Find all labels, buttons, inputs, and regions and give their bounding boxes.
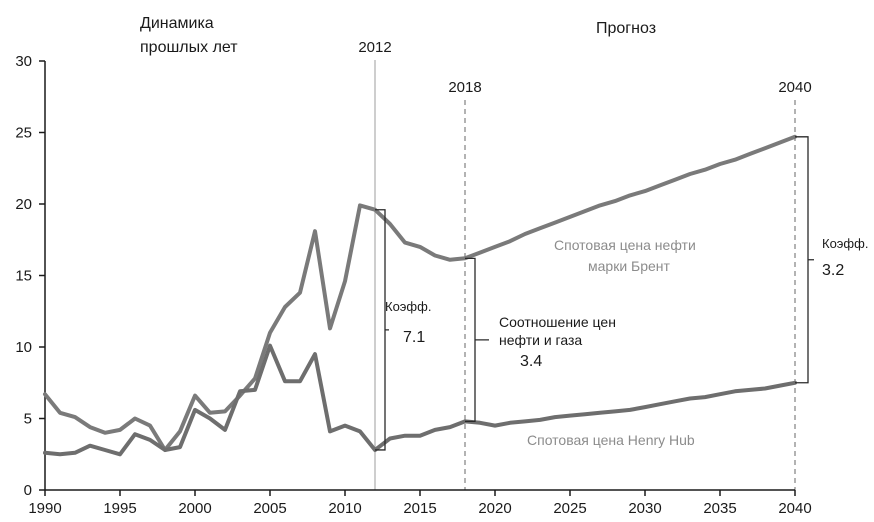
y-tick-label: 25 [15, 125, 32, 142]
x-tick-label: 1990 [28, 500, 61, 517]
x-tick-label: 2000 [178, 500, 211, 517]
y-axis-ticks: 0 5 10 15 20 25 30 [15, 53, 45, 499]
henry-series-label: Спотовая цена Henry Hub [527, 432, 695, 448]
x-tick-label: 2015 [403, 500, 436, 517]
x-tick-label: 2035 [703, 500, 736, 517]
y-tick-label: 15 [15, 268, 32, 285]
x-tick-label: 2025 [553, 500, 586, 517]
marker-label-2018: 2018 [448, 79, 481, 96]
ratio-2040-label: Коэфф. [822, 236, 868, 251]
marker-label-2040: 2040 [778, 79, 811, 96]
x-tick-label: 1995 [103, 500, 136, 517]
y-tick-label: 20 [15, 196, 32, 213]
y-tick-label: 5 [24, 411, 32, 428]
ratio-2018-value: 3.4 [520, 353, 542, 370]
brent-series-label-line1: Спотовая цена нефти [554, 237, 696, 253]
series-lines [43, 134, 797, 457]
ratio-2040-value: 3.2 [822, 262, 844, 279]
x-tick-label: 2020 [478, 500, 511, 517]
brent-series-label-line2: марки Брент [588, 258, 671, 274]
y-tick-label: 30 [15, 53, 32, 70]
chart-axes [44, 61, 795, 491]
ratio-2018-line2: нефти и газа [499, 332, 582, 348]
ratio-brackets [375, 136, 814, 451]
ratio-2012-value: 7.1 [403, 329, 425, 346]
x-tick-label: 2030 [628, 500, 661, 517]
x-tick-label: 2040 [778, 500, 811, 517]
ratio-2018-line1: Соотношение цен [499, 314, 616, 330]
x-tick-label: 2005 [253, 500, 286, 517]
ratio-2012-label: Коэфф. [385, 299, 431, 314]
forecast-label: Прогноз [596, 20, 656, 37]
x-tick-label: 2010 [328, 500, 361, 517]
bracket-2040 [795, 136, 814, 384]
marker-label-2012: 2012 [358, 39, 391, 56]
y-tick-label: 10 [15, 339, 32, 356]
y-tick-label: 0 [24, 482, 32, 499]
series-line-brent [43, 134, 797, 452]
past-label-line1: Динамика [140, 15, 214, 32]
bracket-2012 [375, 209, 389, 451]
series-line-henry [43, 343, 797, 457]
past-label-line2: прошлых лет [140, 39, 238, 56]
bracket-2018 [465, 257, 489, 423]
x-axis-ticks: 1990 1995 2000 2005 2010 2015 2020 2025 2030 2035… [28, 490, 812, 517]
year-marker-lines: 2012 2018 2040 [358, 39, 812, 490]
